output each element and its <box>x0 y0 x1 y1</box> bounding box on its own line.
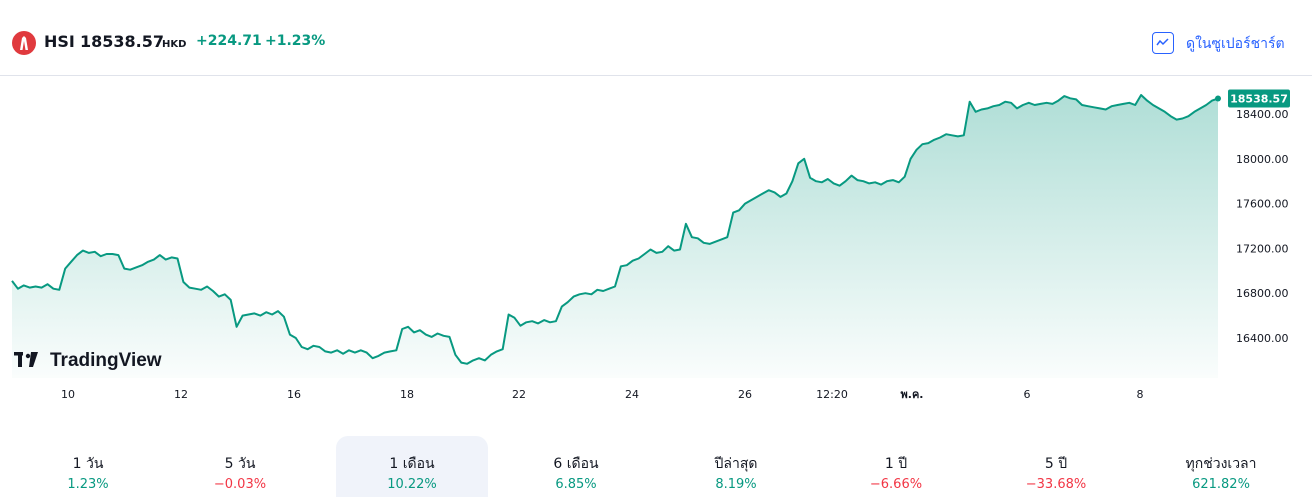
price-chart[interactable]: 16400.00 16800.00 17200.00 17600.00 18000.00… <box>0 76 1312 416</box>
last-value-badge <box>1228 89 1290 108</box>
period-label: 1 วัน <box>72 456 104 472</box>
period-button[interactable]: 5 ปี −33.68% <box>980 436 1132 497</box>
period-button[interactable]: 1 วัน 1.23% <box>12 436 164 497</box>
period-button[interactable]: 1 เดือน 10.22% <box>336 436 488 497</box>
x-tick-label: 22 <box>512 388 526 401</box>
price-change-percent: +1.23% <box>265 33 326 49</box>
period-button[interactable]: 1 ปี −6.66% <box>820 436 972 497</box>
period-button[interactable]: 5 วัน −0.03% <box>164 436 316 497</box>
y-tick-label: 16400.00 <box>1236 332 1289 345</box>
period-change-value: 6.85% <box>555 477 597 492</box>
price-line[interactable] <box>11 94 1219 365</box>
current-price: 18538.57 <box>80 32 165 51</box>
symbol-header: HSI 18538.57 HKD +224.71 +1.23% ดูในซูเป… <box>0 0 1312 76</box>
x-tick-label: 8 <box>1137 388 1144 401</box>
supercharts-link[interactable]: ดูในซูเปอร์ชาร์ต <box>1186 36 1285 52</box>
period-change-value: 10.22% <box>387 477 437 492</box>
x-tick-label: 16 <box>287 388 301 401</box>
period-change-value: 621.82% <box>1192 477 1250 492</box>
currency-label: HKD <box>162 39 187 50</box>
price-area-fill <box>12 95 1218 378</box>
period-button[interactable]: ทุกช่วงเวลา 621.82% <box>1145 436 1297 497</box>
period-change-value: −0.03% <box>213 477 267 492</box>
period-change-value: −6.66% <box>869 477 923 492</box>
period-selector: 1 วัน 1.23% 5 วัน −0.03% 1 เดือน 10.22% 6 เดือ… <box>0 436 1312 497</box>
y-tick-label: 18000.00 <box>1236 153 1289 166</box>
price-change: +224.71 <box>196 33 262 49</box>
x-tick-label: 12 <box>174 388 188 401</box>
x-tick-label: 18 <box>400 388 414 401</box>
period-label: 5 ปี <box>1044 456 1068 472</box>
period-label: ปีล่าสุด <box>714 456 758 472</box>
tradingview-logo-icon <box>14 352 38 367</box>
period-change-value: 1.23% <box>67 477 109 492</box>
period-change-value: −33.68% <box>1025 477 1087 492</box>
period-label: 5 วัน <box>224 456 256 472</box>
tradingview-watermark: TradingView <box>14 350 162 371</box>
chart-line-icon[interactable] <box>1152 32 1174 54</box>
last-point-marker <box>1215 95 1221 102</box>
period-label: 1 เดือน <box>389 456 435 472</box>
hsi-logo-icon <box>12 31 36 55</box>
tradingview-wordmark: TradingView <box>50 350 162 371</box>
x-tick-label: พ.ค. <box>901 388 924 401</box>
y-tick-label: 17600.00 <box>1236 198 1289 211</box>
period-label: 6 เดือน <box>553 456 599 472</box>
period-change-value: 8.19% <box>715 477 757 492</box>
x-tick-label: 10 <box>61 388 75 401</box>
symbol-name[interactable]: HSI <box>44 32 75 51</box>
period-label: 1 ปี <box>884 456 908 472</box>
y-tick-label: 17200.00 <box>1236 242 1289 255</box>
y-tick-label: 18400.00 <box>1236 108 1289 121</box>
period-button[interactable]: 6 เดือน 6.85% <box>500 436 652 497</box>
x-tick-label: 26 <box>738 388 752 401</box>
period-button[interactable]: ปีล่าสุด 8.19% <box>660 436 812 497</box>
x-tick-label: 24 <box>625 388 639 401</box>
y-tick-label: 16800.00 <box>1236 287 1289 300</box>
last-value-label: 18538.57 <box>1230 93 1288 106</box>
x-tick-label: 12:20 <box>816 388 848 401</box>
x-tick-label: 6 <box>1024 388 1031 401</box>
period-label: ทุกช่วงเวลา <box>1185 456 1257 472</box>
